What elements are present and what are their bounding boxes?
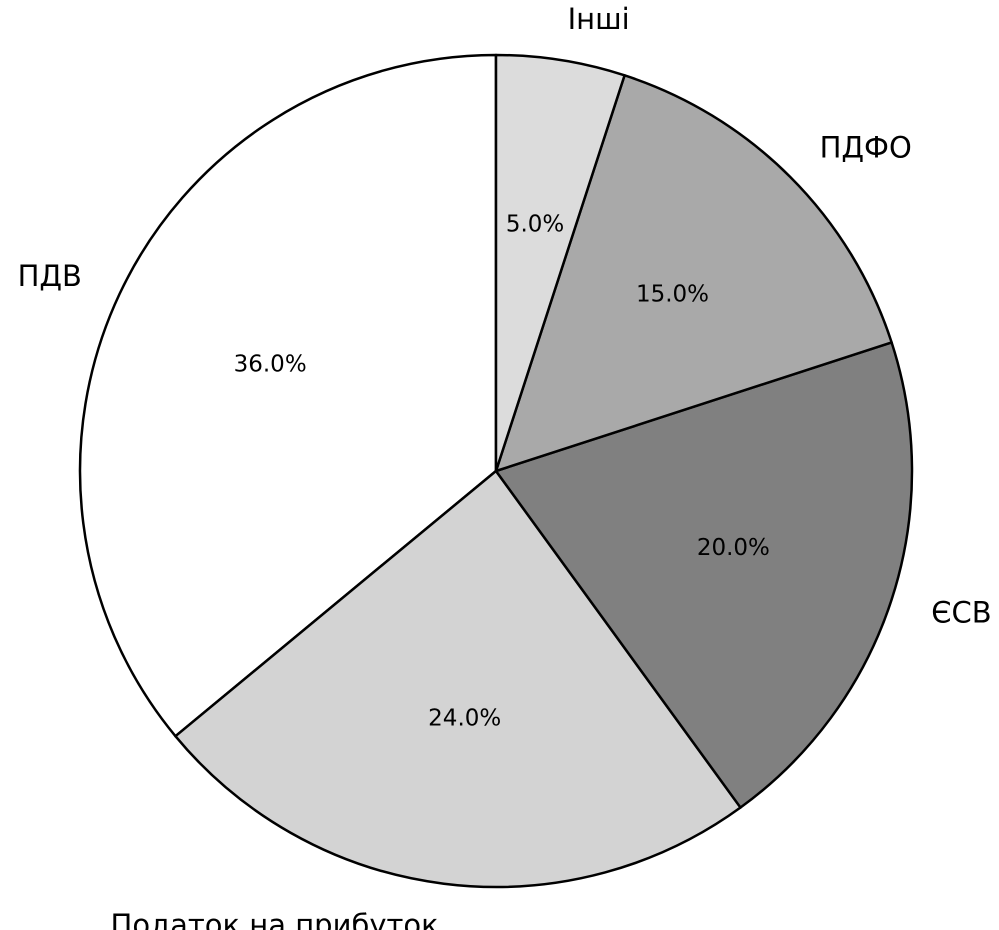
pie-slices [78, 53, 914, 889]
pie-slice-2 [174, 469, 742, 889]
slice-label-5: Інші [568, 2, 630, 36]
slice-percent-4: 15.0% [636, 282, 709, 308]
slice-label-4: ПДФО [820, 130, 912, 164]
pie-labels: ПДВ 36.0% Податок на прибуток 24.0% ЄСВ 20.0%… [18, 2, 992, 930]
slice-label-2: Податок на прибуток [111, 908, 439, 930]
pie-slice-4 [494, 74, 893, 473]
pie-slice-1 [78, 53, 498, 738]
pie-slice-3 [494, 341, 914, 809]
slice-percent-3: 20.0% [697, 535, 770, 561]
slice-percent-1: 36.0% [234, 352, 307, 378]
pie-slice-5 [494, 53, 626, 473]
slice-label-1: ПДВ [18, 259, 82, 293]
slice-label-3: ЄСВ [931, 595, 991, 629]
slice-percent-2: 24.0% [428, 706, 501, 732]
slice-percent-5: 5.0% [506, 211, 564, 237]
